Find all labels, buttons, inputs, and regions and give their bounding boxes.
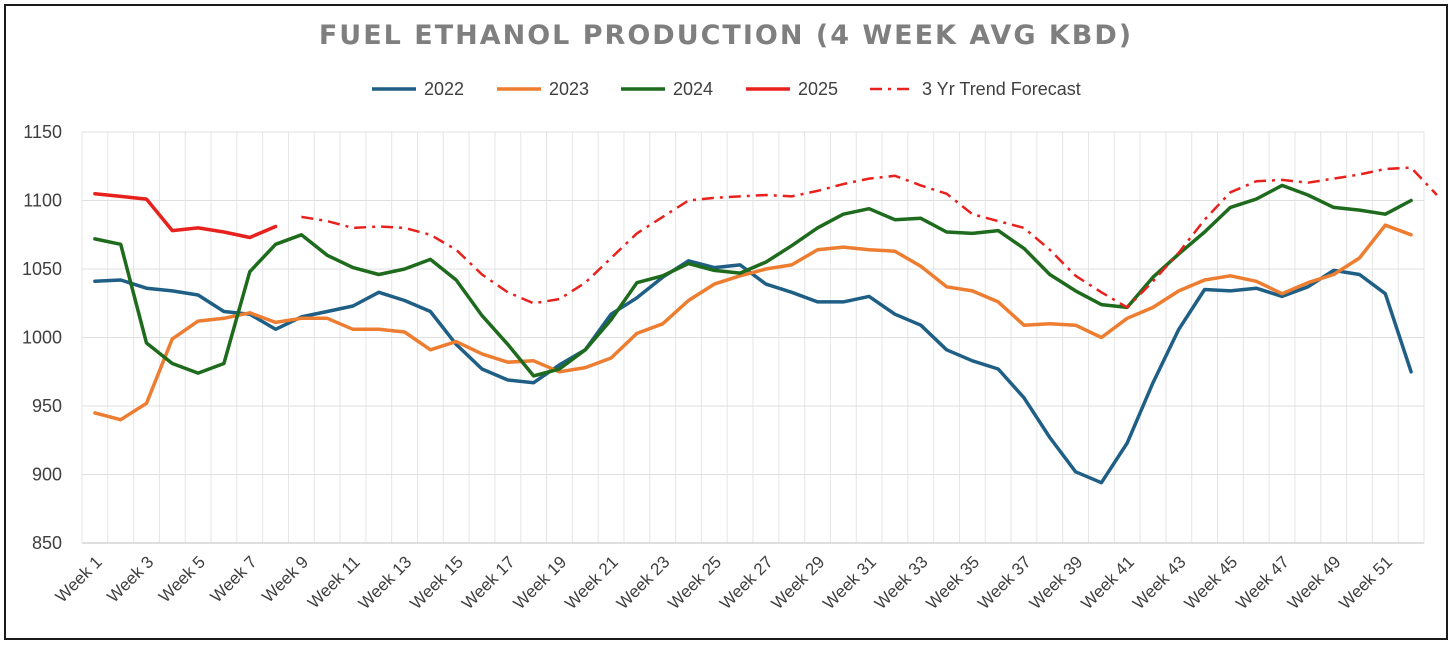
y-tick-label: 1150: [23, 122, 62, 142]
legend-label: 2025: [798, 79, 838, 99]
legend-label: 2024: [673, 79, 713, 99]
series-line-2023: [93, 223, 1413, 422]
x-tick-label: Week 23: [613, 552, 674, 613]
x-tick-label: Week 3: [103, 552, 157, 606]
y-tick-label: 950: [32, 396, 62, 416]
legend: 2022 2023 2024 2025 3 Yr Trend Forecast: [372, 79, 1081, 99]
chart-title: FUEL ETHANOL PRODUCTION (4 WEEK AVG KBD): [318, 20, 1134, 51]
x-tick-label: Week 45: [1181, 552, 1242, 613]
grid: [81, 131, 1425, 544]
x-tick-label: Week 39: [1026, 552, 1087, 613]
y-tick-label: 900: [32, 465, 62, 485]
x-tick-label: Week 37: [974, 552, 1035, 613]
series-line-3-yr-trend-forecast: [301, 166, 1438, 309]
x-tick-label: Week 21: [561, 552, 622, 613]
series-line-2025: [93, 191, 278, 240]
y-axis-ticks: 850 900 950 1000 1050 1100 1150: [22, 122, 62, 553]
x-tick-label: Week 43: [1129, 552, 1190, 613]
x-tick-label: Week 33: [871, 552, 932, 613]
chart-frame: [4, 4, 1448, 640]
series-line-2022: [93, 259, 1413, 485]
y-tick-label: 1000: [22, 328, 62, 348]
x-tick-label: Week 15: [406, 552, 467, 613]
series-lines: [93, 166, 1438, 485]
x-tick-label: Week 27: [716, 552, 777, 613]
y-tick-label: 850: [32, 533, 62, 553]
legend-label: 3 Yr Trend Forecast: [922, 79, 1081, 99]
x-tick-label: Week 1: [52, 552, 106, 606]
series-line-2024: [93, 183, 1413, 378]
x-tick-label: Week 19: [510, 552, 571, 613]
x-tick-label: Week 11: [304, 552, 364, 612]
x-tick-label: Week 17: [458, 552, 519, 613]
x-tick-label: Week 7: [207, 552, 261, 606]
x-tick-label: Week 35: [923, 552, 984, 613]
x-tick-label: Week 13: [355, 552, 416, 613]
x-tick-label: Week 25: [664, 552, 725, 613]
x-tick-label: Week 41: [1077, 552, 1138, 613]
x-tick-label: Week 51: [1335, 552, 1396, 613]
x-tick-label: Week 47: [1232, 552, 1293, 613]
legend-label: 2023: [549, 79, 589, 99]
legend-label: 2022: [424, 79, 464, 99]
x-tick-label: Week 31: [819, 552, 880, 613]
y-tick-label: 1100: [23, 191, 62, 211]
x-tick-label: Week 49: [1284, 552, 1345, 613]
y-tick-label: 1050: [22, 259, 62, 279]
x-tick-label: Week 29: [768, 552, 829, 613]
x-tick-label: Week 5: [155, 552, 209, 606]
